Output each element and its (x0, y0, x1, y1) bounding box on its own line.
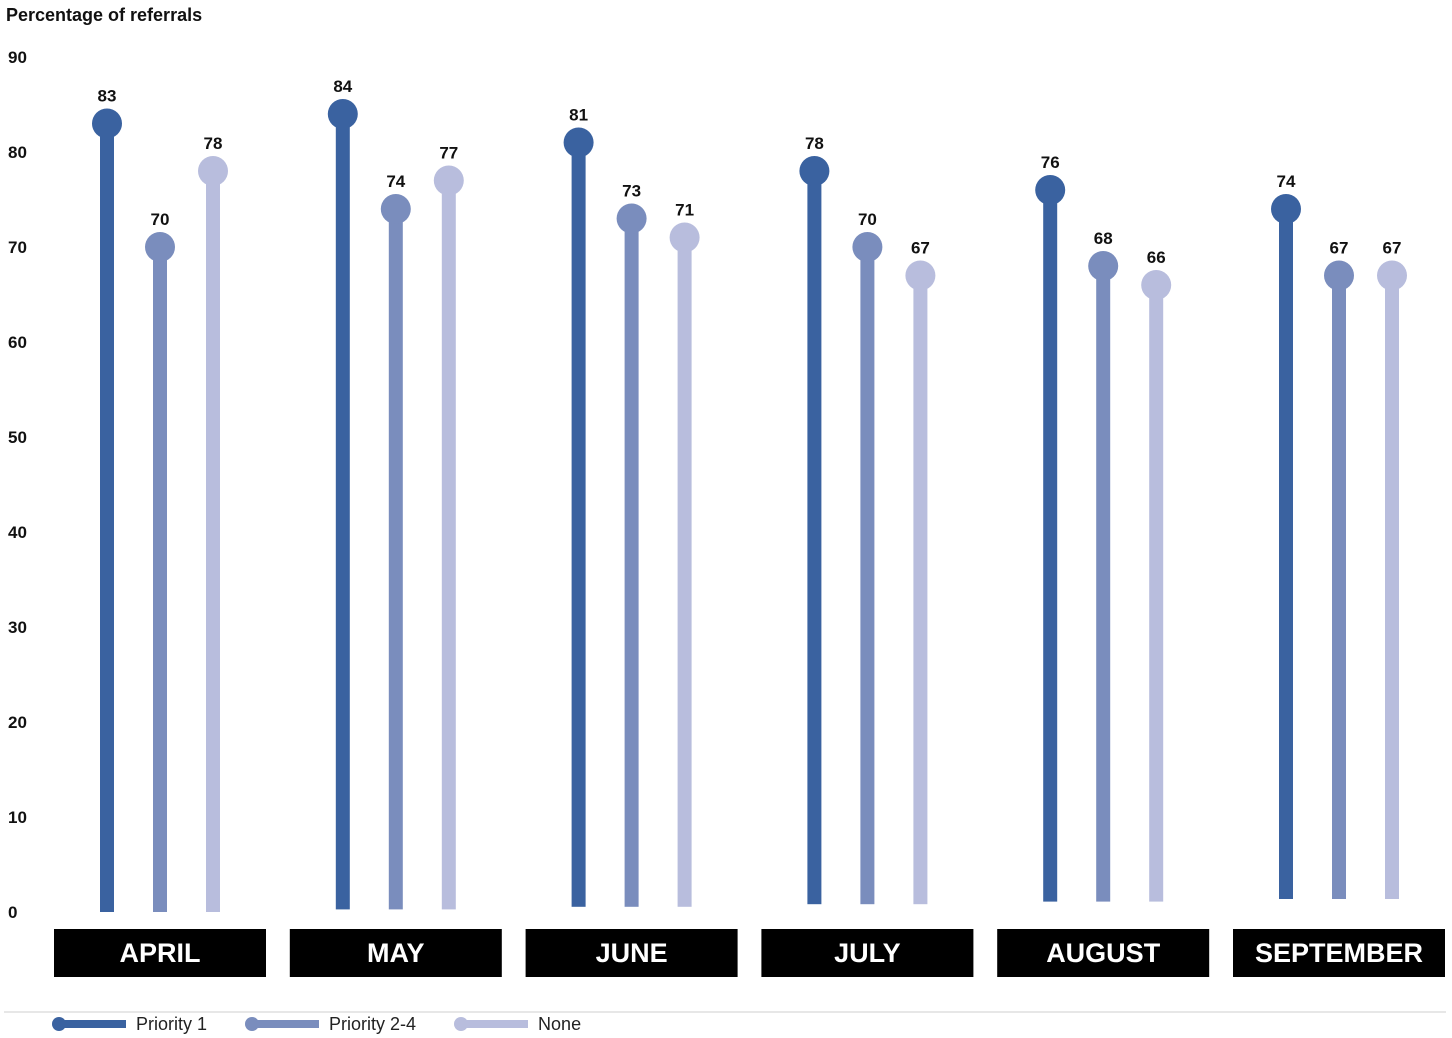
category-label: APRIL (120, 938, 201, 968)
lollipop-stem (100, 123, 114, 912)
data-label: 67 (1330, 239, 1349, 258)
category-label: JULY (834, 938, 901, 968)
lollipop-stem (677, 237, 692, 907)
lollipop-stem (624, 218, 639, 907)
category-labels: APRIL MAY JUNE JULY AUGUST SEPTEMBER (54, 929, 1445, 977)
legend-item: Priority 1 (52, 1014, 207, 1035)
lollipop-point (1088, 251, 1119, 281)
lollipop-point (198, 156, 228, 186)
legend-swatch-dot (52, 1017, 66, 1031)
y-axis-ticks: 0 10 20 30 40 50 60 70 80 90 (8, 48, 27, 922)
lollipop-point (92, 108, 122, 139)
y-tick-label: 20 (8, 713, 27, 732)
lollipop-point (327, 99, 358, 129)
lollipop-point (905, 260, 936, 291)
y-tick-label: 30 (8, 618, 27, 637)
data-label: 78 (805, 134, 824, 153)
legend-item: None (454, 1014, 581, 1035)
lollipop-point (616, 203, 647, 234)
lollipop-point (669, 222, 700, 253)
legend-swatch-line (251, 1020, 320, 1028)
lollipop-stem (1332, 275, 1346, 899)
legend-label: Priority 2-4 (329, 1013, 417, 1034)
data-label: 77 (439, 144, 458, 163)
category-label: SEPTEMBER (1255, 938, 1423, 968)
category-label-box (997, 929, 1210, 977)
lollipop-stem (860, 247, 875, 905)
legend-label: None (538, 1013, 582, 1034)
lollipop-stem (1385, 275, 1399, 899)
data-label: 66 (1147, 248, 1166, 267)
legend-swatch (245, 1017, 320, 1031)
data-labels: 83 70 78 84 74 77 81 73 71 78 70 67 76 68 66 74 67 67 (98, 77, 1402, 267)
data-label: 67 (911, 239, 930, 258)
data-label: 74 (1277, 172, 1296, 191)
data-label: 78 (204, 134, 223, 153)
data-label: 81 (569, 106, 588, 125)
lollipop-point (433, 165, 464, 196)
y-tick-label: 10 (8, 808, 27, 827)
data-label: 76 (1041, 153, 1060, 172)
lollipop-point (1324, 260, 1354, 291)
y-tick-label: 40 (8, 523, 27, 542)
lollipop-stem (153, 247, 167, 912)
lollipop-stem (335, 114, 350, 910)
lollipop-point (1141, 270, 1172, 300)
category-label: JUNE (596, 938, 668, 968)
legend-swatch (52, 1017, 126, 1031)
lollipop-stem (913, 275, 928, 905)
lollipop-stem (571, 142, 586, 907)
lollipop-stem (388, 209, 403, 910)
lollipop-stem (1096, 266, 1111, 902)
legend-swatch-line (460, 1020, 529, 1028)
lollipop-stem (1043, 190, 1058, 902)
legend-item: Priority 2-4 (245, 1014, 416, 1035)
category-label-box (289, 929, 502, 977)
lollipop-point (563, 127, 594, 158)
lollipop-stem (206, 171, 220, 912)
y-axis-title: Percentage of referrals (6, 5, 203, 25)
legend-swatch (454, 1017, 529, 1031)
y-tick-label: 60 (8, 333, 27, 352)
y-tick-label: 0 (8, 903, 17, 922)
lollipop-point (380, 194, 411, 224)
y-tick-label: 90 (8, 48, 27, 67)
category-label-box (761, 929, 974, 977)
lollipop-point (852, 232, 883, 262)
lollipop-point (145, 232, 175, 262)
data-label: 73 (622, 182, 641, 201)
series-stems (92, 99, 1407, 912)
category-label: AUGUST (1046, 938, 1161, 968)
category-label: MAY (367, 938, 425, 968)
data-label: 71 (675, 201, 694, 220)
lollipop-point (1377, 260, 1407, 291)
legend: Priority 1 Priority 2-4 None (52, 1012, 619, 1036)
lollipop-point (1035, 175, 1066, 205)
legend-swatch-line (58, 1020, 126, 1028)
data-label: 70 (858, 210, 877, 229)
data-label: 68 (1094, 229, 1113, 248)
legend-label: Priority 1 (136, 1013, 208, 1034)
data-label: 83 (98, 87, 117, 106)
y-tick-label: 70 (8, 238, 27, 257)
y-tick-label: 80 (8, 143, 27, 162)
data-label: 84 (333, 77, 352, 96)
lollipop-point (799, 156, 830, 186)
y-tick-label: 50 (8, 428, 27, 447)
data-label: 70 (151, 210, 170, 229)
lollipop-stem (807, 171, 822, 905)
legend-swatch-dot (454, 1017, 469, 1031)
category-label-box (525, 929, 738, 977)
data-label: 67 (1383, 239, 1402, 258)
lollipop-stem (1149, 285, 1164, 902)
lollipop-stem (441, 180, 456, 910)
category-label-box (54, 929, 266, 977)
legend-swatch-dot (245, 1017, 260, 1031)
data-label: 74 (386, 172, 405, 191)
category-label-box (1233, 929, 1445, 977)
lollipop-stem (1279, 209, 1293, 899)
lollipop-point (1271, 194, 1301, 224)
